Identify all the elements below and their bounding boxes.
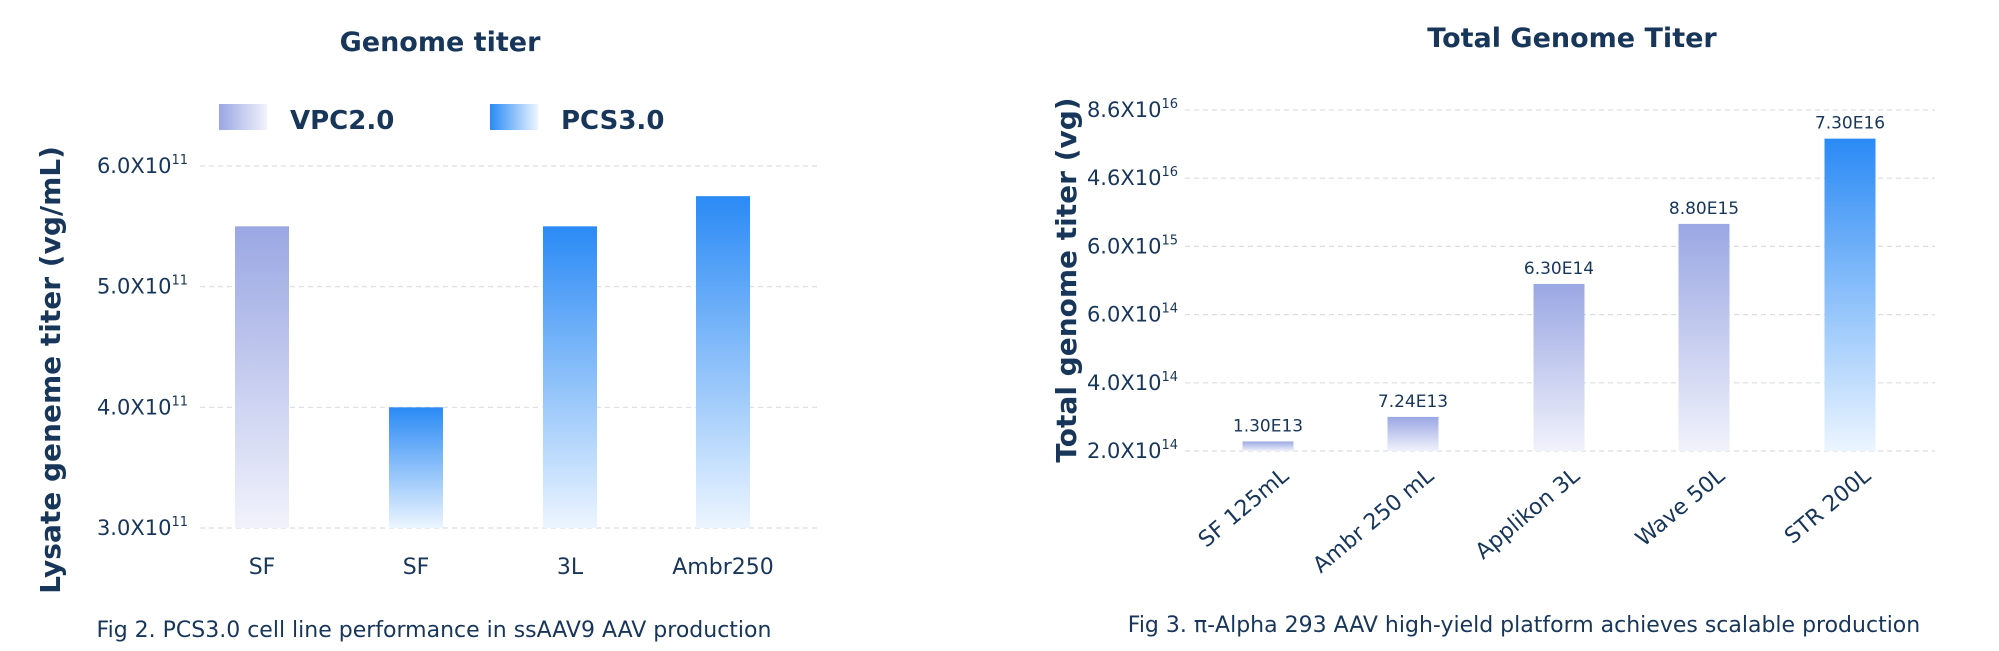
- chart2-y-tick: 4.6X1016: [1087, 165, 1178, 190]
- chart2-y-axis-label: Total genome titer (vg): [1050, 97, 1083, 462]
- chart1-y-tick-base: 5.0X10: [97, 275, 172, 299]
- chart1-y-tick-base: 6.0X10: [97, 154, 172, 178]
- chart2-categories: SF 125mL Ambr 250 mL Applikon 3L Wave 50L ST…: [1194, 463, 1876, 579]
- chart2-y-tick-base: 4.6X10: [1087, 166, 1162, 190]
- chart2-category-label: Applikon 3L: [1471, 463, 1586, 565]
- chart1-y-tick: 5.0X1011: [97, 274, 188, 299]
- chart2-y-tick-base: 4.0X10: [1087, 371, 1162, 395]
- chart2-data-label: 7.24E13: [1378, 392, 1448, 412]
- chart2-title: Total Genome Titer: [1427, 23, 1717, 54]
- chart2-y-tick: 8.6X1016: [1087, 97, 1178, 122]
- chart2-y-tick: 6.0X1015: [1087, 233, 1178, 258]
- chart2-y-tick-base: 2.0X10: [1087, 439, 1162, 463]
- chart1-y-tick-exponent: 11: [171, 394, 188, 409]
- chart1-y-tick-exponent: 11: [171, 515, 188, 530]
- chart2-category-label: SF 125mL: [1194, 463, 1294, 553]
- legend-label-vpc: VPC2.0: [290, 106, 394, 136]
- chart2-y-tick-base: 8.6X10: [1087, 98, 1162, 122]
- chart2-gridlines: [1185, 109, 1935, 452]
- chart1-bar: [389, 407, 443, 528]
- chart2-y-tick: 6.0X1014: [1087, 302, 1178, 327]
- chart-genome-titer: Genome titer VPC2.0 PCS3.0 Lysate geneme…: [34, 27, 820, 643]
- chart1-category-label: 3L: [557, 555, 584, 580]
- chart2-bar: [1387, 416, 1439, 451]
- chart1-bar: [543, 226, 597, 529]
- chart1-caption: Fig 2. PCS3.0 cell line performance in s…: [97, 618, 772, 643]
- chart2-data-label: 8.80E15: [1669, 199, 1739, 219]
- chart2-bar: [1678, 223, 1730, 451]
- chart2-data-label: 6.30E14: [1524, 259, 1594, 279]
- chart2-y-ticks: 2.0X10144.0X10146.0X10146.0X10154.6X1016…: [1087, 97, 1178, 463]
- chart2-bars: 1.30E13 7.24E13 6.30E14 8.80E15 7.30E16: [1233, 114, 1885, 452]
- chart1-categories: SF SF 3L Ambr250: [249, 555, 774, 580]
- legend-swatch-pcs: [490, 104, 538, 130]
- chart2-y-tick-exponent: 14: [1161, 370, 1178, 385]
- chart1-y-tick-exponent: 11: [171, 153, 188, 168]
- chart2-data-label: 1.30E13: [1233, 416, 1303, 436]
- chart1-y-tick: 4.0X1011: [97, 394, 188, 419]
- chart2-y-tick-exponent: 16: [1161, 97, 1178, 112]
- chart2-bar: [1242, 441, 1294, 451]
- chart2-y-tick-exponent: 14: [1161, 302, 1178, 317]
- chart1-category-label: SF: [403, 555, 430, 580]
- legend-label-pcs: PCS3.0: [561, 106, 664, 136]
- chart2-data-label: 7.30E16: [1815, 114, 1885, 134]
- chart1-y-tick-base: 3.0X10: [97, 516, 172, 540]
- chart1-category-label: SF: [249, 555, 276, 580]
- chart1-y-tick-base: 4.0X10: [97, 395, 172, 419]
- chart2-category-label: STR 200L: [1780, 463, 1876, 549]
- chart2-y-tick: 4.0X1014: [1087, 370, 1178, 395]
- chart2-y-tick-exponent: 16: [1161, 165, 1178, 180]
- chart-total-genome-titer: Total Genome Titer Total genome titer (v…: [1050, 23, 1935, 638]
- chart2-bar: [1533, 283, 1585, 451]
- chart2-bar: [1824, 138, 1876, 452]
- chart1-bar: [696, 196, 750, 528]
- chart2-y-tick: 2.0X1014: [1087, 438, 1178, 463]
- chart2-y-tick-base: 6.0X10: [1087, 234, 1162, 258]
- chart2-caption: Fig 3. π-Alpha 293 AAV high-yield platfo…: [1128, 613, 1920, 638]
- chart2-y-tick-base: 6.0X10: [1087, 303, 1162, 327]
- chart1-bar: [235, 226, 289, 529]
- chart1-title: Genome titer: [340, 27, 541, 58]
- chart1-y-axis-label: Lysate geneme titer (vg/mL): [34, 146, 67, 594]
- chart1-y-tick: 6.0X1011: [97, 153, 188, 178]
- chart1-bars: [235, 196, 750, 529]
- chart2-y-tick-exponent: 15: [1161, 233, 1178, 248]
- chart2-category-label: Wave 50L: [1631, 463, 1730, 552]
- chart2-category-label: Ambr 250 mL: [1309, 463, 1440, 579]
- chart2-y-tick-exponent: 14: [1161, 438, 1178, 453]
- chart1-y-tick-exponent: 11: [171, 274, 188, 289]
- legend-swatch-vpc: [219, 104, 267, 130]
- chart1-category-label: Ambr250: [672, 555, 773, 580]
- chart1-y-tick: 3.0X1011: [97, 515, 188, 540]
